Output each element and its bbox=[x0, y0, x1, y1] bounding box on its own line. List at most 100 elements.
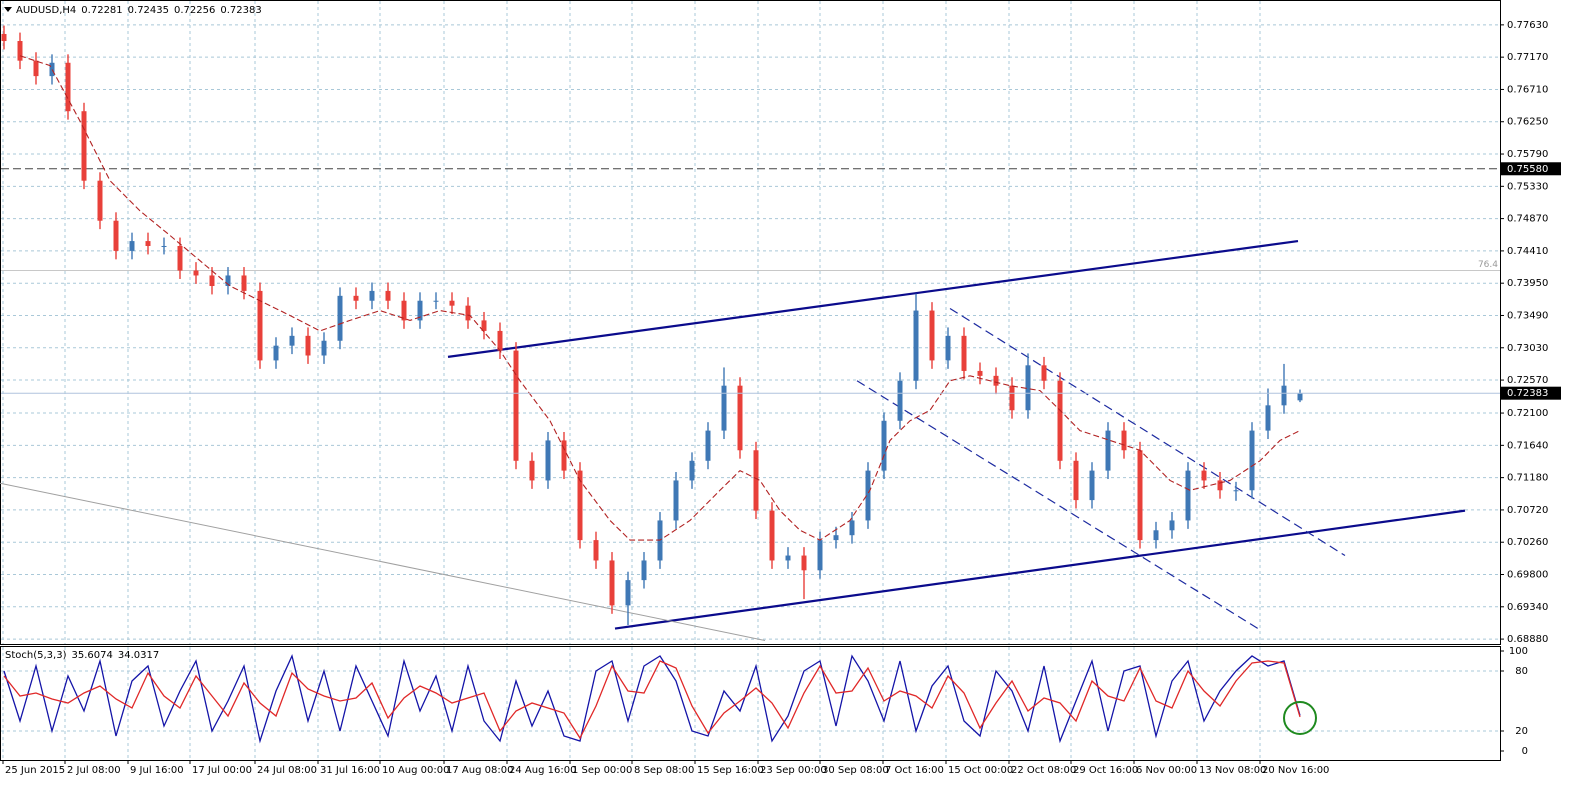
x-tick-label: 25 Jun 2015 bbox=[5, 765, 65, 776]
y-tick-label: 0.70260 bbox=[1507, 537, 1548, 548]
candle-body bbox=[993, 375, 999, 386]
candle-body bbox=[769, 510, 775, 561]
candle-body bbox=[881, 420, 887, 471]
y-tick-label: 0.73490 bbox=[1507, 310, 1548, 321]
candle-body bbox=[1153, 530, 1159, 541]
trend-line bbox=[614, 509, 1466, 630]
x-tick-label: 24 Jul 08:00 bbox=[257, 765, 317, 776]
candle-body bbox=[817, 540, 823, 571]
x-tick-label: 31 Jul 16:00 bbox=[320, 765, 380, 776]
candle-body bbox=[1217, 480, 1223, 491]
x-tick-label: 10 Aug 00:00 bbox=[382, 765, 449, 776]
candle-body bbox=[1233, 490, 1239, 492]
x-tick-label: 8 Sep 08:00 bbox=[634, 765, 694, 776]
y-tick-label: 0.74870 bbox=[1507, 214, 1548, 225]
candle-body bbox=[913, 310, 919, 381]
candle-body bbox=[561, 440, 567, 471]
candle-body bbox=[929, 310, 935, 361]
candle-body bbox=[65, 62, 71, 112]
fib-label: 76.4 bbox=[1478, 260, 1498, 270]
indicator-line bbox=[3, 660, 1301, 740]
candle-body bbox=[465, 305, 471, 321]
candle-body bbox=[721, 385, 727, 431]
candle-body bbox=[545, 440, 551, 481]
candle-body bbox=[945, 335, 951, 361]
plot: 0.77630 0.77170 0.76710 0.76250 0.75790 0.753… bbox=[0, 1, 1561, 776]
candle-body bbox=[1169, 520, 1175, 531]
stoch-main-value: 35.6074 bbox=[71, 650, 112, 661]
candle-body bbox=[753, 450, 759, 511]
candle-body bbox=[1297, 393, 1303, 401]
candle-body bbox=[353, 295, 359, 301]
candle-body bbox=[337, 295, 343, 341]
y-tick-label: 0.71640 bbox=[1507, 440, 1548, 451]
last-close: 0.72383 bbox=[220, 5, 261, 16]
candle-body bbox=[145, 241, 151, 246]
candle-body bbox=[113, 220, 119, 251]
trend-line bbox=[856, 380, 1259, 630]
candle-body bbox=[1249, 430, 1255, 491]
candle-body bbox=[209, 275, 215, 286]
candle-body bbox=[257, 290, 263, 361]
candle-body bbox=[1281, 385, 1287, 406]
last-open: 0.72281 bbox=[81, 5, 122, 16]
candle-body bbox=[673, 480, 679, 521]
candle-body bbox=[1121, 430, 1127, 451]
y-tick-label: 20 bbox=[1515, 726, 1528, 737]
trend-line bbox=[447, 239, 1299, 358]
candle-body bbox=[33, 60, 39, 77]
candle-body bbox=[1073, 460, 1079, 501]
y-tick-label: 0.69800 bbox=[1507, 570, 1548, 581]
candle-body bbox=[1, 33, 7, 42]
y-tick-label: 0.73030 bbox=[1507, 343, 1548, 354]
candle-body bbox=[641, 560, 647, 581]
y-tick-label: 0.72570 bbox=[1507, 375, 1548, 386]
x-tick-label: 23 Sep 00:00 bbox=[760, 765, 827, 776]
moving-average bbox=[19, 55, 1301, 541]
candle-body bbox=[161, 245, 167, 247]
candle-body bbox=[385, 290, 391, 301]
candle-body bbox=[481, 320, 487, 331]
candle-body bbox=[369, 290, 375, 301]
x-tick-label: 22 Oct 08:00 bbox=[1011, 765, 1076, 776]
y-tick-label: 100 bbox=[1509, 646, 1528, 657]
candle-body bbox=[177, 245, 183, 271]
candle-body bbox=[689, 460, 695, 481]
candle-body bbox=[737, 385, 743, 451]
candle-body bbox=[849, 520, 855, 536]
y-tick-label: 0.77170 bbox=[1507, 52, 1548, 63]
candle-body bbox=[81, 111, 87, 181]
candle-body bbox=[897, 380, 903, 421]
candle-body bbox=[593, 540, 599, 561]
candle-body bbox=[1105, 430, 1111, 471]
y-tick-label: 0.71180 bbox=[1507, 473, 1548, 484]
candle-body bbox=[865, 470, 871, 521]
y-tick-label: 80 bbox=[1515, 666, 1528, 677]
menu-icon bbox=[4, 7, 12, 12]
y-tick-label: 0.76710 bbox=[1507, 84, 1548, 95]
candle-body bbox=[1009, 385, 1015, 411]
candle-body bbox=[1089, 470, 1095, 501]
x-tick-label: 30 Sep 08:00 bbox=[822, 765, 889, 776]
candle-body bbox=[17, 41, 23, 61]
x-tick-label: 24 Aug 16:00 bbox=[509, 765, 576, 776]
y-tick-label: 0.75330 bbox=[1507, 181, 1548, 192]
candle-body bbox=[1201, 470, 1207, 481]
candle-body bbox=[1025, 365, 1031, 411]
price-label-box bbox=[1501, 386, 1561, 400]
candle-body bbox=[401, 300, 407, 321]
x-tick-label: 15 Oct 00:00 bbox=[948, 765, 1013, 776]
candle-body bbox=[961, 335, 967, 371]
candle-body bbox=[321, 340, 327, 356]
candle-body bbox=[97, 180, 103, 221]
candle-body bbox=[417, 300, 423, 321]
y-tick-label: 0.74410 bbox=[1507, 246, 1548, 257]
candle-body bbox=[609, 560, 615, 606]
level-label-box bbox=[1501, 162, 1561, 176]
x-tick-label: 15 Sep 16:00 bbox=[697, 765, 764, 776]
x-tick-label: 9 Jul 16:00 bbox=[130, 765, 184, 776]
candle-body bbox=[1137, 450, 1143, 541]
y-tick-label: 0.68880 bbox=[1507, 634, 1548, 645]
candle-body bbox=[241, 275, 247, 291]
